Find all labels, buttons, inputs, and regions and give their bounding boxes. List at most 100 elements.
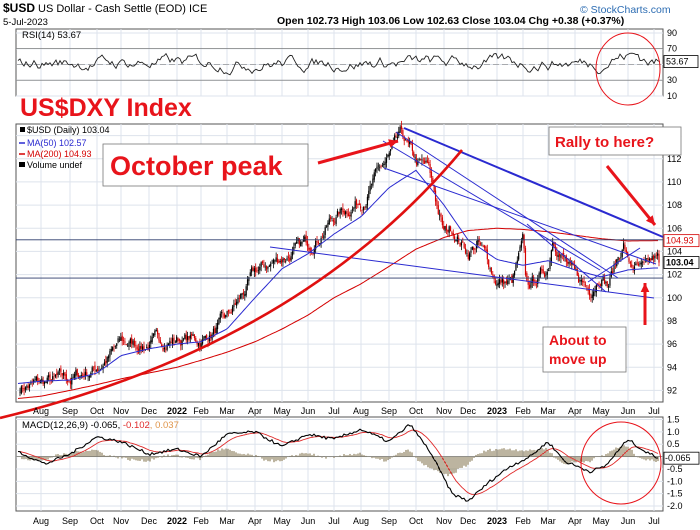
price-candle-body [409,141,411,145]
price-candle-body [613,264,615,272]
x-tick-label: 2023 [487,516,507,526]
macd-histogram-bar [141,456,143,460]
price-candle-body [515,263,517,271]
macd-histogram-bar [345,455,347,457]
price-candle-body [531,276,533,283]
price-candle-body [631,264,633,267]
price-candle-body [342,208,344,213]
price-candle-body [549,261,551,269]
macd-histogram-bar [603,455,605,457]
price-candle-body [637,263,640,266]
price-tick-label: 96 [667,339,677,349]
price-candle-body [364,206,366,208]
price-legend: $USD (Daily) 103.04 MA(50) 102.57 MA(200… [19,125,110,170]
macd-histogram-bar [351,455,353,457]
macd-tick-label: 0.5 [667,439,680,449]
macd-histogram-bar [131,456,133,459]
price-candle-body [651,256,653,260]
macd-histogram-bar [189,456,191,459]
macd-histogram-bar [133,456,135,460]
price-candle-body [496,284,498,286]
price-candle-body [155,329,157,332]
macd-histogram-bar [37,456,39,460]
macd-histogram-bar [143,456,145,462]
price-candle-body [620,257,622,259]
macd-histogram-bar [225,448,227,457]
x-tick-label: Oct [409,406,424,416]
price-candle-body [65,374,67,381]
x-tick-label: Feb [515,516,531,526]
ma200-value-tag-box [663,234,700,248]
price-candle-body [189,335,191,339]
price-candle-body [479,243,482,245]
price-candle-body [286,258,288,261]
price-candle-body [436,199,438,206]
price-candle-body [84,371,86,377]
price-candle-body [607,286,610,288]
price-candle-body [200,343,202,347]
macd-histogram-bar [69,453,71,457]
macd-histogram-bar [243,453,245,457]
price-candle-body [406,139,408,142]
macd-histogram-bar [115,456,117,458]
macd-histogram-bar [149,456,151,462]
price-candle-body [88,376,91,378]
price-candle-body [260,262,262,267]
price-candle-body [377,165,379,167]
price-candle-body [513,270,516,276]
price-candle-body [474,248,476,250]
price-candle-body [419,159,422,161]
price-candle-body [116,343,118,346]
price-candle-body [268,265,270,267]
price-candle-body [403,136,405,142]
price-candle-body [195,338,197,342]
price-candle-body [445,225,448,231]
price-candle-body [339,208,341,214]
macd-histogram-bar [449,456,451,474]
price-candle-body [184,334,186,339]
price-candle-body [578,275,580,282]
macd-histogram-bar [651,456,653,460]
price-candle-body [37,377,39,381]
price-candle-body [49,374,51,381]
macd-histogram-bar [565,456,567,465]
price-candle-body [197,343,200,346]
price-candle-body [658,254,660,263]
price-tick-label: 112 [667,154,681,164]
price-candle-body [338,212,340,215]
macd-histogram-bar [617,447,619,457]
macd-histogram-bar [81,452,83,457]
price-tick-label: 108 [667,200,682,210]
price-candle-body [26,386,28,388]
price-candle-body [193,334,195,339]
macd-histogram-bar [175,454,177,457]
price-candle-body [60,368,62,373]
macd-histogram-bar [117,456,119,459]
price-tick-label: 98 [667,316,677,326]
macd-histogram-bar [477,453,479,457]
price-candle-body [61,373,63,376]
macd-histogram-bar [205,455,207,457]
price-candle-body [526,273,528,281]
rsi-line [17,52,661,76]
price-candle-body [171,338,174,345]
last-price-tag: 103.04 [666,258,694,268]
price-candle-body [321,237,324,239]
price-candle-body [411,142,413,151]
macd-histogram-bar [193,456,195,460]
price-candle-body [351,209,354,211]
price-candle-body [46,377,48,384]
macd-histogram-bar [361,454,363,457]
price-candle-body [599,284,602,286]
macd-histogram-bar [255,454,257,457]
macd-histogram-bar [153,456,155,460]
x-tick-label: Nov [113,406,130,416]
price-candle-body [34,379,36,380]
macd-histogram-bar [281,456,283,462]
symbol-label: $USD [3,1,35,15]
macd-histogram-bar [623,445,625,457]
price-candle-body [399,126,401,133]
price-candle-body [394,135,396,141]
macd-histogram-bar [247,453,249,457]
price-candle-body [280,259,283,263]
